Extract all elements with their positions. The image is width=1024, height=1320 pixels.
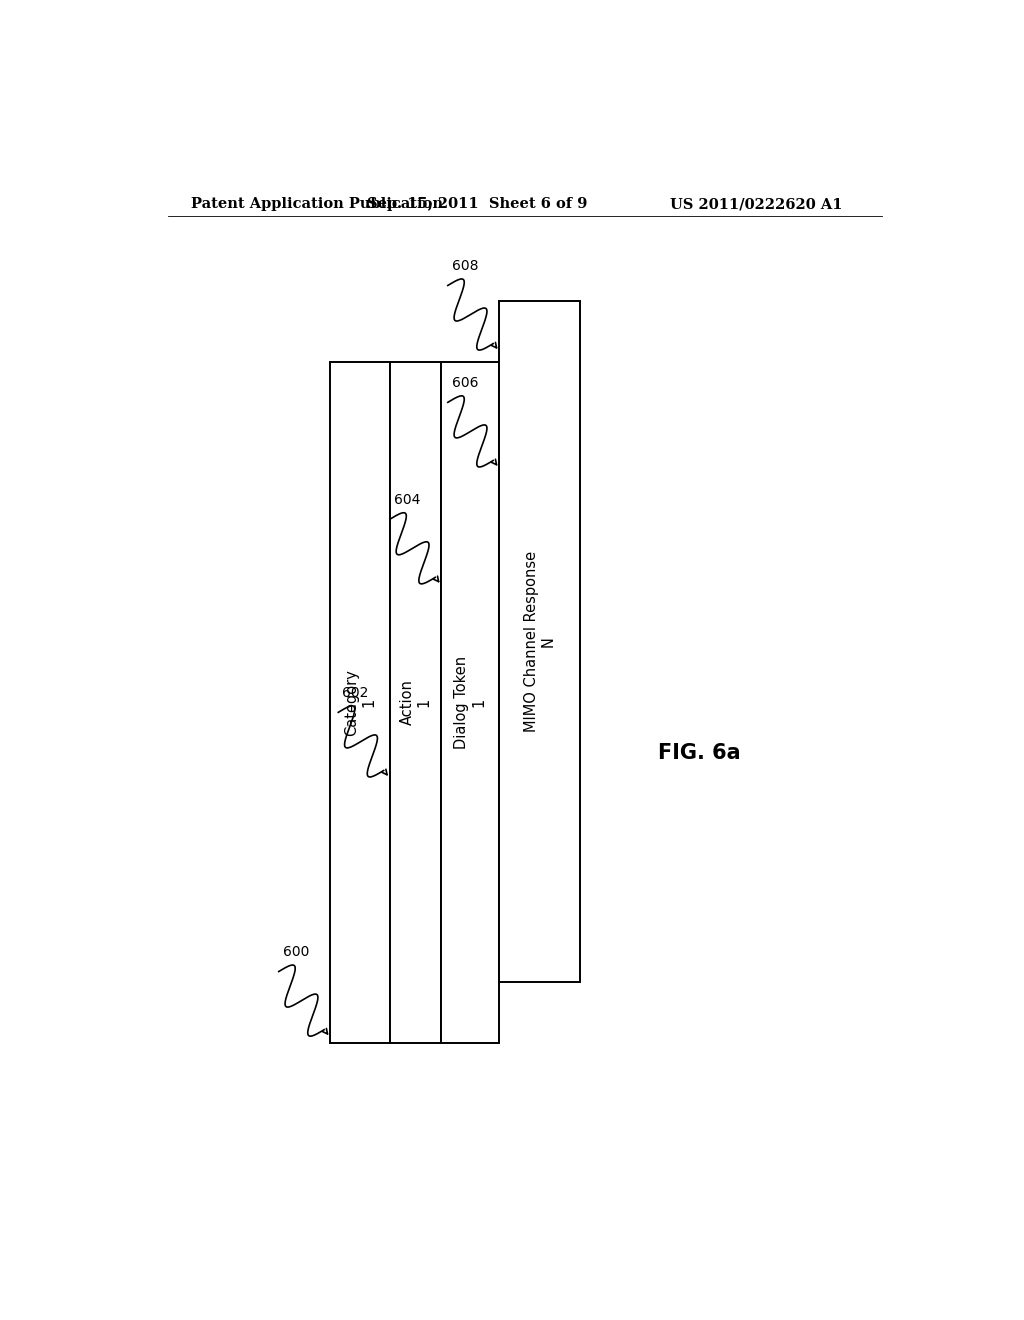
Text: FIG. 6a: FIG. 6a (658, 743, 740, 763)
Text: 608: 608 (452, 259, 478, 273)
Bar (500, 301, 581, 982)
Text: Action
1: Action 1 (399, 680, 432, 725)
Text: US 2011/0222620 A1: US 2011/0222620 A1 (670, 197, 842, 211)
Text: 602: 602 (342, 686, 369, 700)
Text: Category
1: Category 1 (344, 669, 377, 735)
Text: 606: 606 (452, 376, 478, 391)
Text: MIMO Channel Response
N: MIMO Channel Response N (523, 550, 556, 731)
Bar (390, 362, 441, 1043)
Text: 600: 600 (283, 945, 309, 960)
Text: Patent Application Publication: Patent Application Publication (191, 197, 443, 211)
Text: Sep. 15, 2011  Sheet 6 of 9: Sep. 15, 2011 Sheet 6 of 9 (367, 197, 588, 211)
Bar (441, 362, 500, 1043)
Text: Dialog Token
1: Dialog Token 1 (455, 656, 486, 748)
Bar (331, 362, 390, 1043)
Text: 604: 604 (394, 494, 420, 507)
